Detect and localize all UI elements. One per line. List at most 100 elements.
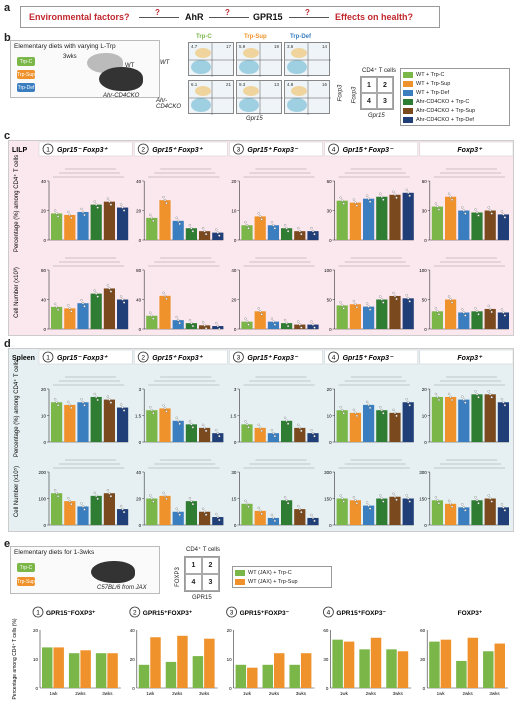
- data-point: [152, 412, 155, 415]
- quadrant-value: 21: [225, 82, 231, 87]
- bar: [458, 399, 470, 442]
- data-point: [191, 324, 195, 328]
- data-point: [215, 512, 218, 516]
- data-point: [395, 498, 398, 501]
- data-point: [218, 518, 221, 522]
- data-point: [175, 216, 178, 219]
- data-point: [81, 401, 85, 404]
- tick-label: 40: [130, 628, 136, 633]
- bar: [389, 295, 401, 329]
- data-point: [437, 313, 441, 316]
- data-point: [96, 206, 99, 209]
- data-point: [474, 390, 477, 393]
- data-point: [475, 499, 479, 502]
- data-point: [163, 407, 167, 410]
- data-point: [162, 404, 165, 407]
- data-point: [108, 287, 111, 290]
- tick-label: 10: [33, 657, 39, 662]
- data-point: [106, 395, 110, 398]
- data-point: [273, 323, 277, 326]
- data-point: [450, 505, 454, 508]
- data-point: [93, 491, 96, 495]
- data-point: [500, 398, 504, 401]
- data-point: [477, 313, 480, 316]
- flow-plot: 4.7 17: [188, 42, 235, 77]
- data-point: [122, 510, 126, 514]
- data-point: [450, 301, 454, 304]
- data-point: [365, 501, 369, 504]
- tick-label: 0: [139, 523, 142, 528]
- data-point: [152, 500, 155, 503]
- bar: [241, 424, 253, 442]
- data-point: [257, 307, 260, 310]
- bar: [159, 295, 171, 329]
- data-point: [163, 294, 167, 297]
- data-point: [286, 230, 290, 233]
- bar: [267, 433, 279, 442]
- data-point: [342, 202, 345, 205]
- tick-label: 0: [329, 238, 332, 243]
- data-point: [218, 327, 221, 331]
- tick-label: 60: [422, 179, 428, 184]
- data-point: [313, 233, 316, 236]
- data-point: [163, 199, 167, 202]
- data-point: [80, 299, 83, 302]
- data-point: [259, 426, 262, 430]
- data-point: [382, 301, 385, 304]
- data-point: [342, 307, 345, 310]
- data-point: [434, 202, 438, 205]
- quadrant-value: 4.8: [287, 82, 294, 87]
- data-point: [500, 210, 504, 213]
- bar: [172, 420, 184, 442]
- data-point: [352, 198, 356, 201]
- bar: [281, 323, 293, 329]
- legend-item: WT (JAX) + Trp-C: [235, 568, 329, 577]
- bar: [117, 407, 129, 442]
- quadrant-number: 1: [46, 355, 50, 362]
- y-axis-label: Cell Number (x10⁵): [13, 466, 20, 517]
- bar: [336, 200, 348, 240]
- data-point: [53, 302, 57, 306]
- data-point: [368, 406, 372, 410]
- data-point: [188, 224, 192, 227]
- data-point: [310, 320, 313, 323]
- bar: [363, 198, 375, 240]
- population-header: Gpr15⁻ Foxp3⁺: [57, 355, 108, 362]
- data-point: [81, 302, 85, 305]
- bar: [349, 500, 361, 525]
- data-point: [502, 213, 505, 216]
- data-point: [152, 317, 155, 320]
- bar: [172, 320, 184, 329]
- data-point: [285, 499, 288, 502]
- data-point: [462, 209, 465, 212]
- data-point: [447, 499, 451, 502]
- bar: [431, 500, 443, 525]
- quadrant-number: 1: [36, 610, 40, 617]
- tick-label: 40: [136, 470, 142, 475]
- tick-label: 0: [43, 440, 46, 445]
- data-point: [380, 409, 383, 412]
- bar: [80, 650, 91, 688]
- data-point: [380, 497, 383, 500]
- tick-label: 50: [327, 298, 333, 303]
- legend-item: Ahr-CD4CKO + Trp-C: [403, 97, 507, 106]
- quadrant-value: 4.7: [191, 44, 198, 49]
- flow-header-trpc: Trp-C: [196, 34, 212, 40]
- bar: [212, 517, 224, 525]
- tick-label: 40: [41, 298, 47, 303]
- data-point: [461, 503, 464, 506]
- bar: [359, 649, 370, 688]
- tick-label: 20: [33, 628, 39, 633]
- quadrant-number: 4: [332, 355, 336, 362]
- data-point: [178, 222, 181, 225]
- bar: [281, 500, 293, 525]
- data-point: [341, 497, 344, 500]
- q2: ?: [225, 8, 230, 17]
- data-point: [437, 398, 441, 402]
- data-point: [177, 219, 180, 222]
- data-point: [354, 201, 357, 204]
- data-point: [339, 301, 342, 304]
- bar: [294, 231, 306, 240]
- data-point: [489, 209, 492, 212]
- data-point: [380, 298, 383, 301]
